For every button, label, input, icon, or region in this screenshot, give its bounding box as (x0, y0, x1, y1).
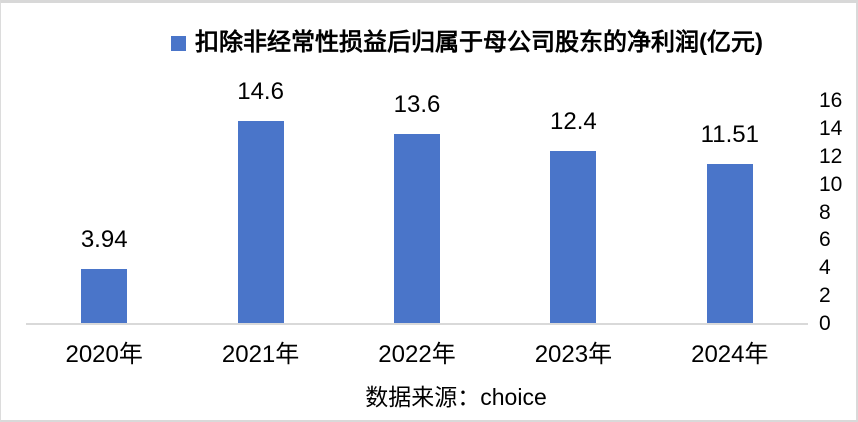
plot-area: 3.94 14.6 13.6 12.4 11.51 0 2 4 6 8 10 12 14 16 2020… (1, 3, 856, 420)
value-label: 11.51 (700, 120, 759, 148)
source-note: 数据来源：choice (365, 384, 547, 410)
y-axis-tick-label: 4 (819, 256, 831, 280)
x-axis-line (26, 323, 808, 325)
y-axis-tick-label: 6 (819, 228, 831, 252)
y-axis-tick-label: 2 (819, 284, 831, 308)
x-axis-label: 2021年 (221, 341, 300, 368)
bar (550, 151, 597, 324)
y-axis-tick-label: 14 (819, 116, 843, 140)
value-label: 12.4 (550, 108, 597, 136)
value-label: 13.6 (393, 91, 441, 119)
y-axis-tick-label: 10 (819, 172, 843, 196)
x-axis-label: 2022年 (378, 341, 456, 368)
x-axis-label: 2023年 (534, 341, 613, 368)
value-label: 3.94 (80, 226, 128, 254)
x-axis-label: 2024年 (691, 341, 769, 368)
bar (81, 269, 128, 324)
bar (706, 163, 753, 324)
legend-swatch-icon (171, 35, 186, 51)
y-axis-tick-label: 0 (819, 312, 831, 335)
value-label: 14.6 (237, 77, 284, 105)
y-axis-tick-label: 16 (819, 89, 843, 112)
x-axis-label: 2020年 (65, 341, 143, 368)
bar (237, 120, 284, 324)
bar (394, 134, 440, 324)
legend-label: 扣除非经常性损益后归属于母公司股东的净利润(亿元) (195, 29, 763, 56)
y-axis-tick-label: 8 (819, 200, 831, 224)
y-axis-tick-label: 12 (819, 144, 843, 168)
chart-legend: 扣除非经常性损益后归属于母公司股东的净利润(亿元) (171, 28, 763, 58)
